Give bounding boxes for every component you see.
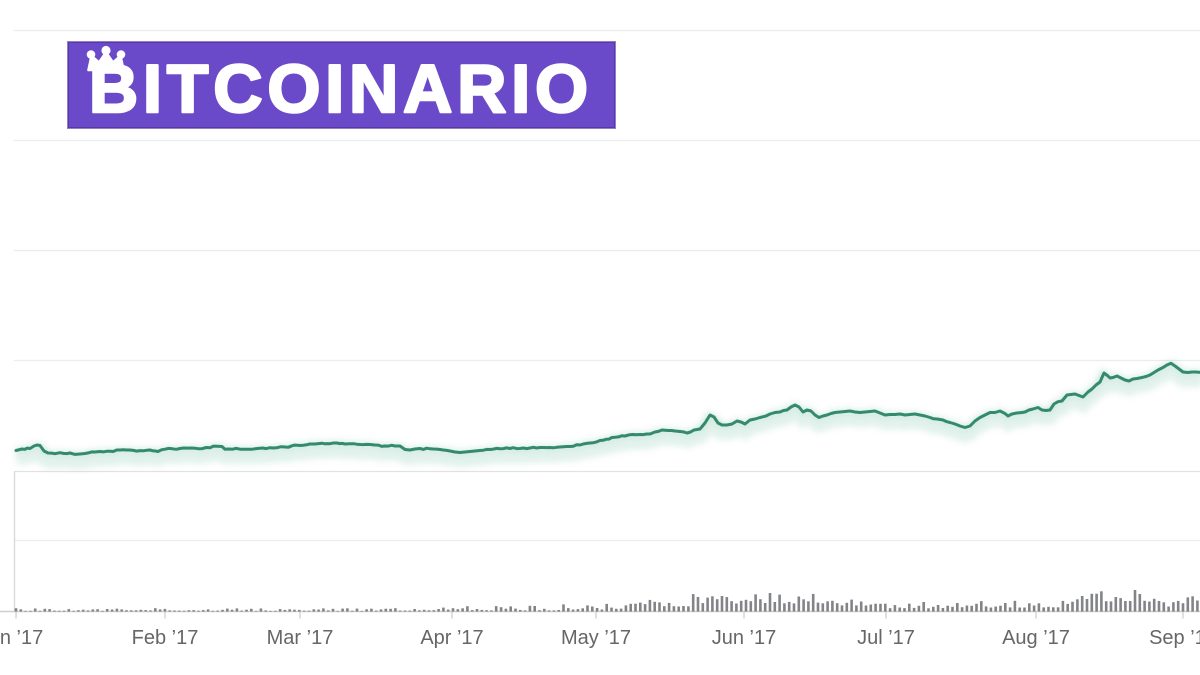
svg-text:Feb ’17: Feb ’17 (132, 627, 199, 649)
svg-text:May ’17: May ’17 (561, 627, 631, 649)
svg-text:Jan ’17: Jan ’17 (0, 627, 43, 649)
svg-text:Jun ’17: Jun ’17 (712, 627, 777, 649)
svg-text:Apr ’17: Apr ’17 (420, 627, 483, 649)
svg-text:Aug ’17: Aug ’17 (1002, 627, 1070, 649)
svg-text:Sep ’17: Sep ’17 (1149, 627, 1200, 649)
svg-text:Mar ’17: Mar ’17 (267, 627, 334, 649)
svg-text:BITCOINARIO: BITCOINARIO (89, 51, 593, 127)
svg-text:Jul ’17: Jul ’17 (857, 627, 915, 649)
